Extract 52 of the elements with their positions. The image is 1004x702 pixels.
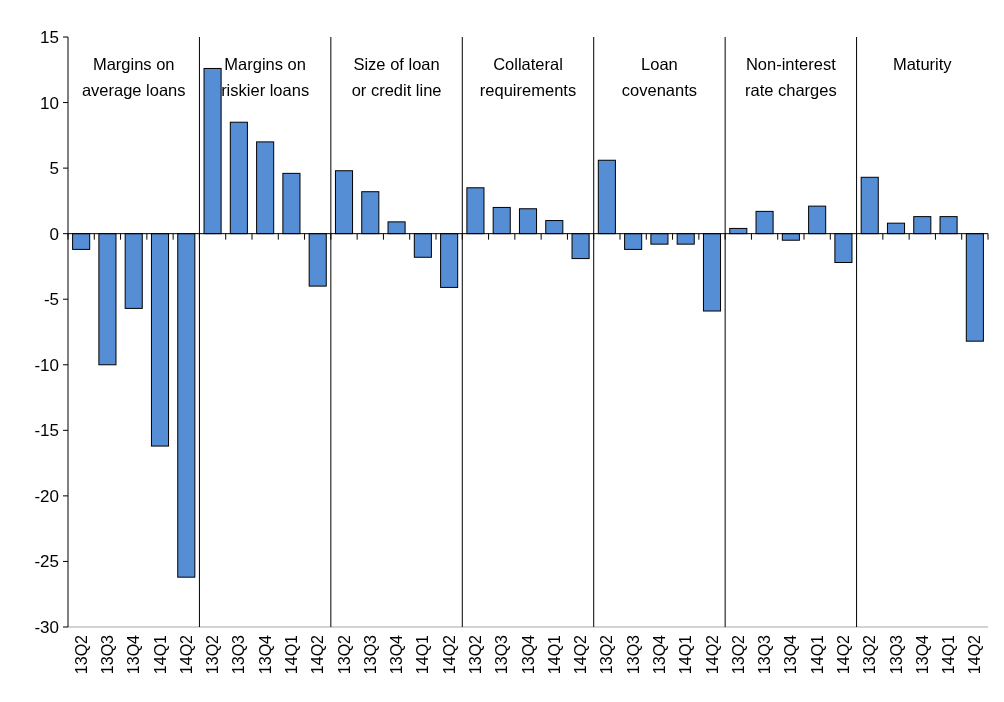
x-tick-label: 13Q2 [204,634,222,675]
annotation: Loan covenants [621,55,698,99]
x-tick-label: 13Q3 [230,634,248,675]
x-tick-label: 14Q2 [440,634,458,675]
y-tick-label: 15 [40,27,59,47]
annotation: Margins on riskier loans [221,55,310,99]
x-tick-label: 13Q4 [782,634,800,675]
annotation: Maturity [892,55,953,73]
x-tick-label: 14Q2 [703,634,721,675]
y-tick-label: -25 [34,552,59,572]
y-tick-label: -15 [34,421,59,441]
x-tick-label: 13Q2 [598,634,616,675]
x-tick-label: 13Q3 [887,634,905,675]
x-tick-label: 14Q1 [545,634,563,675]
x-tick-label: 14Q1 [414,634,432,675]
x-tick-label: 13Q4 [256,634,274,675]
x-tick-label: 14Q2 [835,634,853,675]
x-tick-label: 14Q2 [309,634,327,675]
annotation: Collateral requirements [479,55,577,99]
x-tick-label: 13Q4 [519,634,537,675]
y-tick-label: -20 [34,486,59,506]
x-tick-label: 13Q2 [72,634,90,675]
annotation: Size of loan or credit line [351,55,442,99]
y-tick-label: -5 [43,290,59,310]
y-tick-label: -10 [34,355,59,375]
y-tick-label: 0 [49,224,59,244]
x-tick-label: 13Q4 [651,634,669,675]
x-tick-label: 13Q3 [756,634,774,675]
x-tick-label: 13Q4 [913,634,931,675]
x-tick-label: 13Q2 [729,634,747,675]
x-tick-label: 14Q2 [572,634,590,675]
x-tick-label: 13Q3 [99,634,117,675]
x-tick-label: 13Q4 [125,634,143,675]
x-tick-label: 14Q2 [966,634,984,675]
x-tick-label: 13Q4 [388,634,406,675]
x-tick-label: 13Q2 [861,634,879,675]
x-tick-label: 14Q1 [940,634,958,675]
x-tick-label: 14Q1 [283,634,301,675]
y-tick-label: -30 [34,617,59,637]
x-tick-label: 13Q3 [361,634,379,675]
x-tick-label: 13Q2 [335,634,353,675]
x-tick-label: 14Q1 [151,634,169,675]
x-tick-label: 14Q2 [177,634,195,675]
x-tick-label: 13Q3 [624,634,642,675]
annotation: Non-interest rate charges [745,55,837,99]
x-tick-label: 13Q3 [493,634,511,675]
x-tick-label: 13Q2 [467,634,485,675]
annotation: Margins on average loans [81,55,186,99]
x-tick-label: 14Q1 [808,634,826,675]
y-tick-label: 10 [40,93,59,113]
x-tick-label: 14Q1 [677,634,695,675]
y-tick-label: 5 [49,159,59,179]
